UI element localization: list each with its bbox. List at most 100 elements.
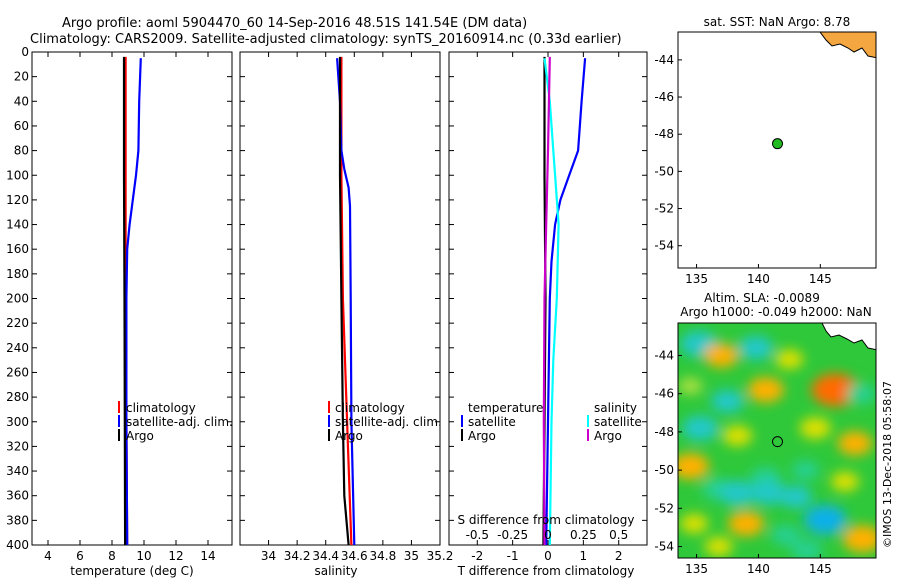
depth-ytick-label: 160 — [6, 242, 29, 256]
depth-ytick-label: 260 — [6, 365, 29, 379]
depth-ytick-label: 400 — [6, 538, 29, 552]
depth-ytick-label: 140 — [6, 218, 29, 232]
depth-ytick-label: 340 — [6, 464, 29, 478]
temperature-legend: climatology satellite-adj. clim. Argo — [118, 401, 233, 443]
sla-anomaly-blob — [704, 536, 733, 557]
sst-map-ytick-label: -46 — [654, 90, 674, 104]
legend-heading-salinity: salinity — [594, 401, 637, 415]
temperature-plot-area — [31, 51, 233, 546]
sla-anomaly-blob — [775, 349, 804, 370]
sst-map-ytick-label: -44 — [654, 53, 674, 67]
temperature-xtick-label: 6 — [76, 549, 84, 563]
sla-anomaly-blob — [837, 431, 873, 456]
depth-ytick-label: 180 — [6, 267, 29, 281]
temperature-panel: 4 6 8 10 12 14 0 20 40 60 80 100 120 140 160 180 200 220… — [6, 45, 233, 578]
temperature-legend-climatology: climatology — [126, 401, 196, 415]
difference-secondary-xtick-label: 0 — [544, 528, 552, 542]
difference-xtick-label: -2 — [471, 549, 483, 563]
sla-anomaly-blob — [747, 377, 784, 403]
salinity-legend-climatology: climatology — [335, 401, 405, 415]
temperature-xtick-label: 10 — [136, 549, 151, 563]
sst-map-xtick-label: 145 — [809, 272, 832, 286]
sla-anomaly-blob — [811, 373, 859, 407]
tasmania-land — [819, 32, 876, 59]
sst-map-argo-marker — [771, 138, 783, 150]
imos-timestamp: ©IMOS 13-Dec-2018 05:58:07 — [881, 381, 894, 548]
sst-map-ytick-label: -54 — [654, 239, 674, 253]
difference-series-salinity-satellite — [543, 58, 560, 546]
sla-map-xtick-label: 145 — [809, 562, 832, 576]
temperature-legend-argo: Argo — [126, 429, 154, 443]
legend-temperature-satellite: satellite — [468, 415, 516, 429]
figure-title-line2: Climatology: CARS2009. Satellite-adjuste… — [30, 32, 622, 47]
sst-map-ytick-label: -52 — [654, 202, 674, 216]
sla-map-panel: Altim. SLA: -0.0089 Argo h1000: -0.049 h… — [654, 291, 877, 576]
temperature-legend-satellite-adj: satellite-adj. clim. — [126, 415, 233, 429]
depth-ytick-label: 60 — [14, 119, 29, 133]
depth-ytick-label: 20 — [14, 70, 29, 84]
depth-ytick-label: 360 — [6, 489, 29, 503]
sst-map-background — [678, 32, 876, 268]
sla-anomaly-blob — [799, 417, 832, 439]
temperature-xtick-label: 8 — [108, 549, 116, 563]
legend-salinity-argo: Argo — [594, 429, 622, 443]
difference-secondary-xtick-label: 0.25 — [570, 528, 597, 542]
salinity-series-argo — [338, 56, 350, 546]
depth-ytick-label: 0 — [21, 45, 29, 59]
difference-secondary-xtick-label: 0.5 — [609, 528, 628, 542]
difference-xtick-label: 2 — [615, 549, 623, 563]
depth-ytick-label: 100 — [6, 168, 29, 182]
sla-map-xtick-label: 135 — [685, 562, 708, 576]
sla-map-argo-marker — [771, 436, 783, 448]
temperature-xlabel: temperature (deg C) — [70, 564, 193, 578]
sla-anomaly-blob — [831, 471, 860, 492]
salinity-xtick-label: 34.2 — [284, 549, 311, 563]
depth-ytick-label: 200 — [6, 292, 29, 306]
difference-legend: temperature satellite Argo salinity sate… — [461, 401, 642, 443]
salinity-xlabel: salinity — [314, 564, 357, 578]
sst-map-xtick-label: 135 — [685, 272, 708, 286]
sla-anomaly-blob — [678, 377, 703, 395]
temperature-series-argo — [122, 56, 127, 546]
sst-map-title: sat. SST: NaN Argo: 8.78 — [704, 15, 851, 29]
depth-ytick-label: 320 — [6, 439, 29, 453]
salinity-xtick-label: 34.6 — [341, 549, 368, 563]
salinity-xtick-label: 34.4 — [312, 549, 339, 563]
sla-anomaly-blob — [846, 383, 876, 405]
sla-map-frame — [677, 322, 877, 559]
difference-xtick-label: 1 — [580, 549, 588, 563]
sla-anomaly-blob — [678, 453, 710, 480]
difference-xtick-label: -1 — [507, 549, 519, 563]
sla-anomaly-blob — [803, 504, 847, 535]
sla-anomaly-blob — [791, 460, 820, 480]
temperature-xtick-label: 12 — [168, 549, 183, 563]
depth-ytick-label: 280 — [6, 390, 29, 404]
salinity-legend-satellite-adj: satellite-adj. clim. — [335, 415, 442, 429]
sla-map-xtick-label: 140 — [747, 562, 770, 576]
salinity-legend-argo: Argo — [335, 429, 363, 443]
difference-secondary-xlabel: S difference from climatology — [458, 513, 635, 527]
sla-anomaly-blob — [779, 485, 813, 509]
tasmania-land-sla — [821, 323, 876, 351]
sst-map-ytick-label: -50 — [654, 164, 674, 178]
legend-salinity-satellite: satellite — [594, 415, 642, 429]
sla-map-ytick-label: -46 — [654, 387, 674, 401]
sst-map-ytick-label: -48 — [654, 127, 674, 141]
sla-map-title-line1: Altim. SLA: -0.0089 — [704, 291, 820, 305]
depth-ytick-label: 220 — [6, 316, 29, 330]
salinity-xtick-label: 35.2 — [427, 549, 454, 563]
sla-map-title-line2: Argo h1000: -0.049 h2000: NaN — [680, 305, 872, 319]
legend-heading-temperature: temperature — [468, 401, 543, 415]
salinity-panel: 34 34.2 34.4 34.6 34.8 35 35.2 salinity climat… — [239, 51, 454, 578]
sla-anomaly-blob — [680, 513, 709, 534]
sla-anomaly-blob — [842, 525, 876, 553]
sst-map-xtick-label: 140 — [747, 272, 770, 286]
salinity-xtick-label: 35 — [404, 549, 419, 563]
sla-map-ytick-label: -52 — [654, 501, 674, 515]
sla-anomaly-blob — [682, 415, 719, 441]
difference-secondary-xtick-label: -0.5 — [466, 528, 489, 542]
depth-ytick-label: 80 — [14, 144, 29, 158]
sst-map-land — [819, 32, 876, 59]
sla-anomaly-blob — [704, 343, 739, 368]
sla-anomaly-blob — [728, 511, 765, 537]
